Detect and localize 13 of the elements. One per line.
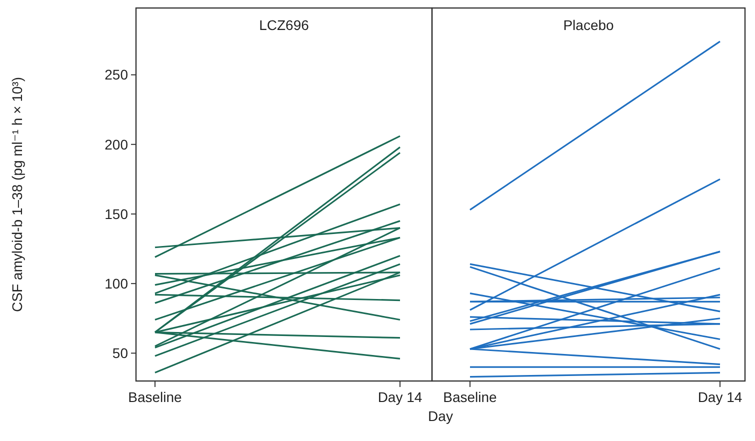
text: LCZ696 — [259, 17, 310, 33]
y-tick-label: 150 — [104, 206, 128, 222]
x-tick-label: Baseline — [128, 389, 182, 405]
x-axis-title: Day — [428, 408, 453, 424]
x-tick-label: Day 14 — [378, 389, 422, 405]
x-tick-label: Day 14 — [698, 389, 742, 405]
y-tick-label: 200 — [104, 136, 128, 152]
y-tick-label: 50 — [112, 345, 128, 362]
x-tick-label: Baseline — [443, 389, 498, 405]
text: Placebo — [563, 17, 614, 33]
y-tick-label: 250 — [104, 66, 128, 83]
y-axis-title: CSF amyloid-b 1–38 (pg ml⁻¹ h × 10³) — [9, 77, 25, 312]
y-tick-label: 100 — [104, 275, 128, 292]
